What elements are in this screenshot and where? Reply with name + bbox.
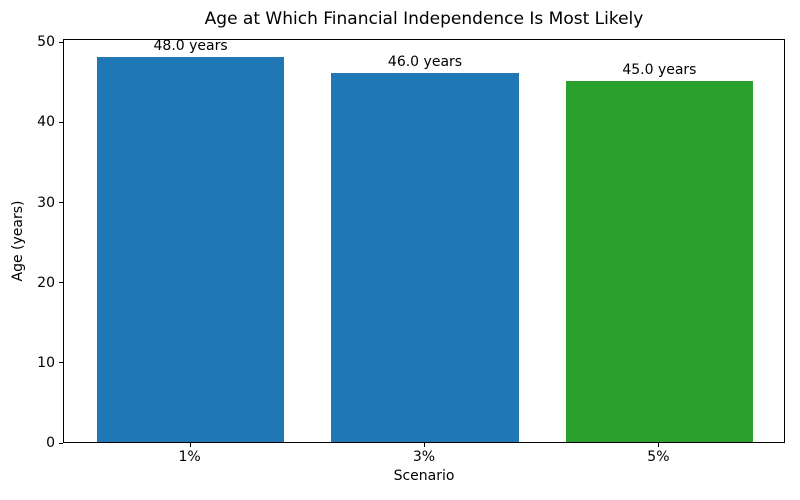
x-tick-mark xyxy=(424,443,425,447)
chart-title: Age at Which Financial Independence Is M… xyxy=(204,9,644,29)
y-tick-mark xyxy=(59,442,63,444)
x-tick-mark xyxy=(189,443,191,447)
y-tick-mark xyxy=(59,41,63,43)
y-tick-label: 20 xyxy=(37,274,55,291)
x-tick-label: 5% xyxy=(647,449,670,465)
y-tick-label: 40 xyxy=(37,114,55,131)
y-tick-mark xyxy=(59,121,63,123)
plot-area: 48.0 years 46.0 years 45.0 years xyxy=(63,38,785,443)
y-tick-mark xyxy=(59,362,63,364)
x-tick-mark xyxy=(658,443,660,447)
y-tick-mark xyxy=(59,202,63,204)
y-tick-mark xyxy=(59,282,63,284)
x-tick-label: 1% xyxy=(178,449,201,465)
y-axis-label: Age (years) xyxy=(10,200,26,282)
bar-value-label: 48.0 years xyxy=(153,38,228,55)
y-tick-label: 30 xyxy=(37,194,55,211)
bar-3% xyxy=(331,73,519,442)
bar-value-label: 45.0 years xyxy=(622,62,697,79)
x-axis-label: Scenario xyxy=(393,468,455,484)
bar-5% xyxy=(565,81,754,442)
y-tick-label: 10 xyxy=(37,354,55,371)
y-tick-label: 50 xyxy=(37,34,55,51)
x-tick-label: 3% xyxy=(412,449,436,465)
bar-value-label: 46.0 years xyxy=(387,54,463,71)
bar-1% xyxy=(96,57,285,442)
y-tick-label: 0 xyxy=(46,435,55,451)
